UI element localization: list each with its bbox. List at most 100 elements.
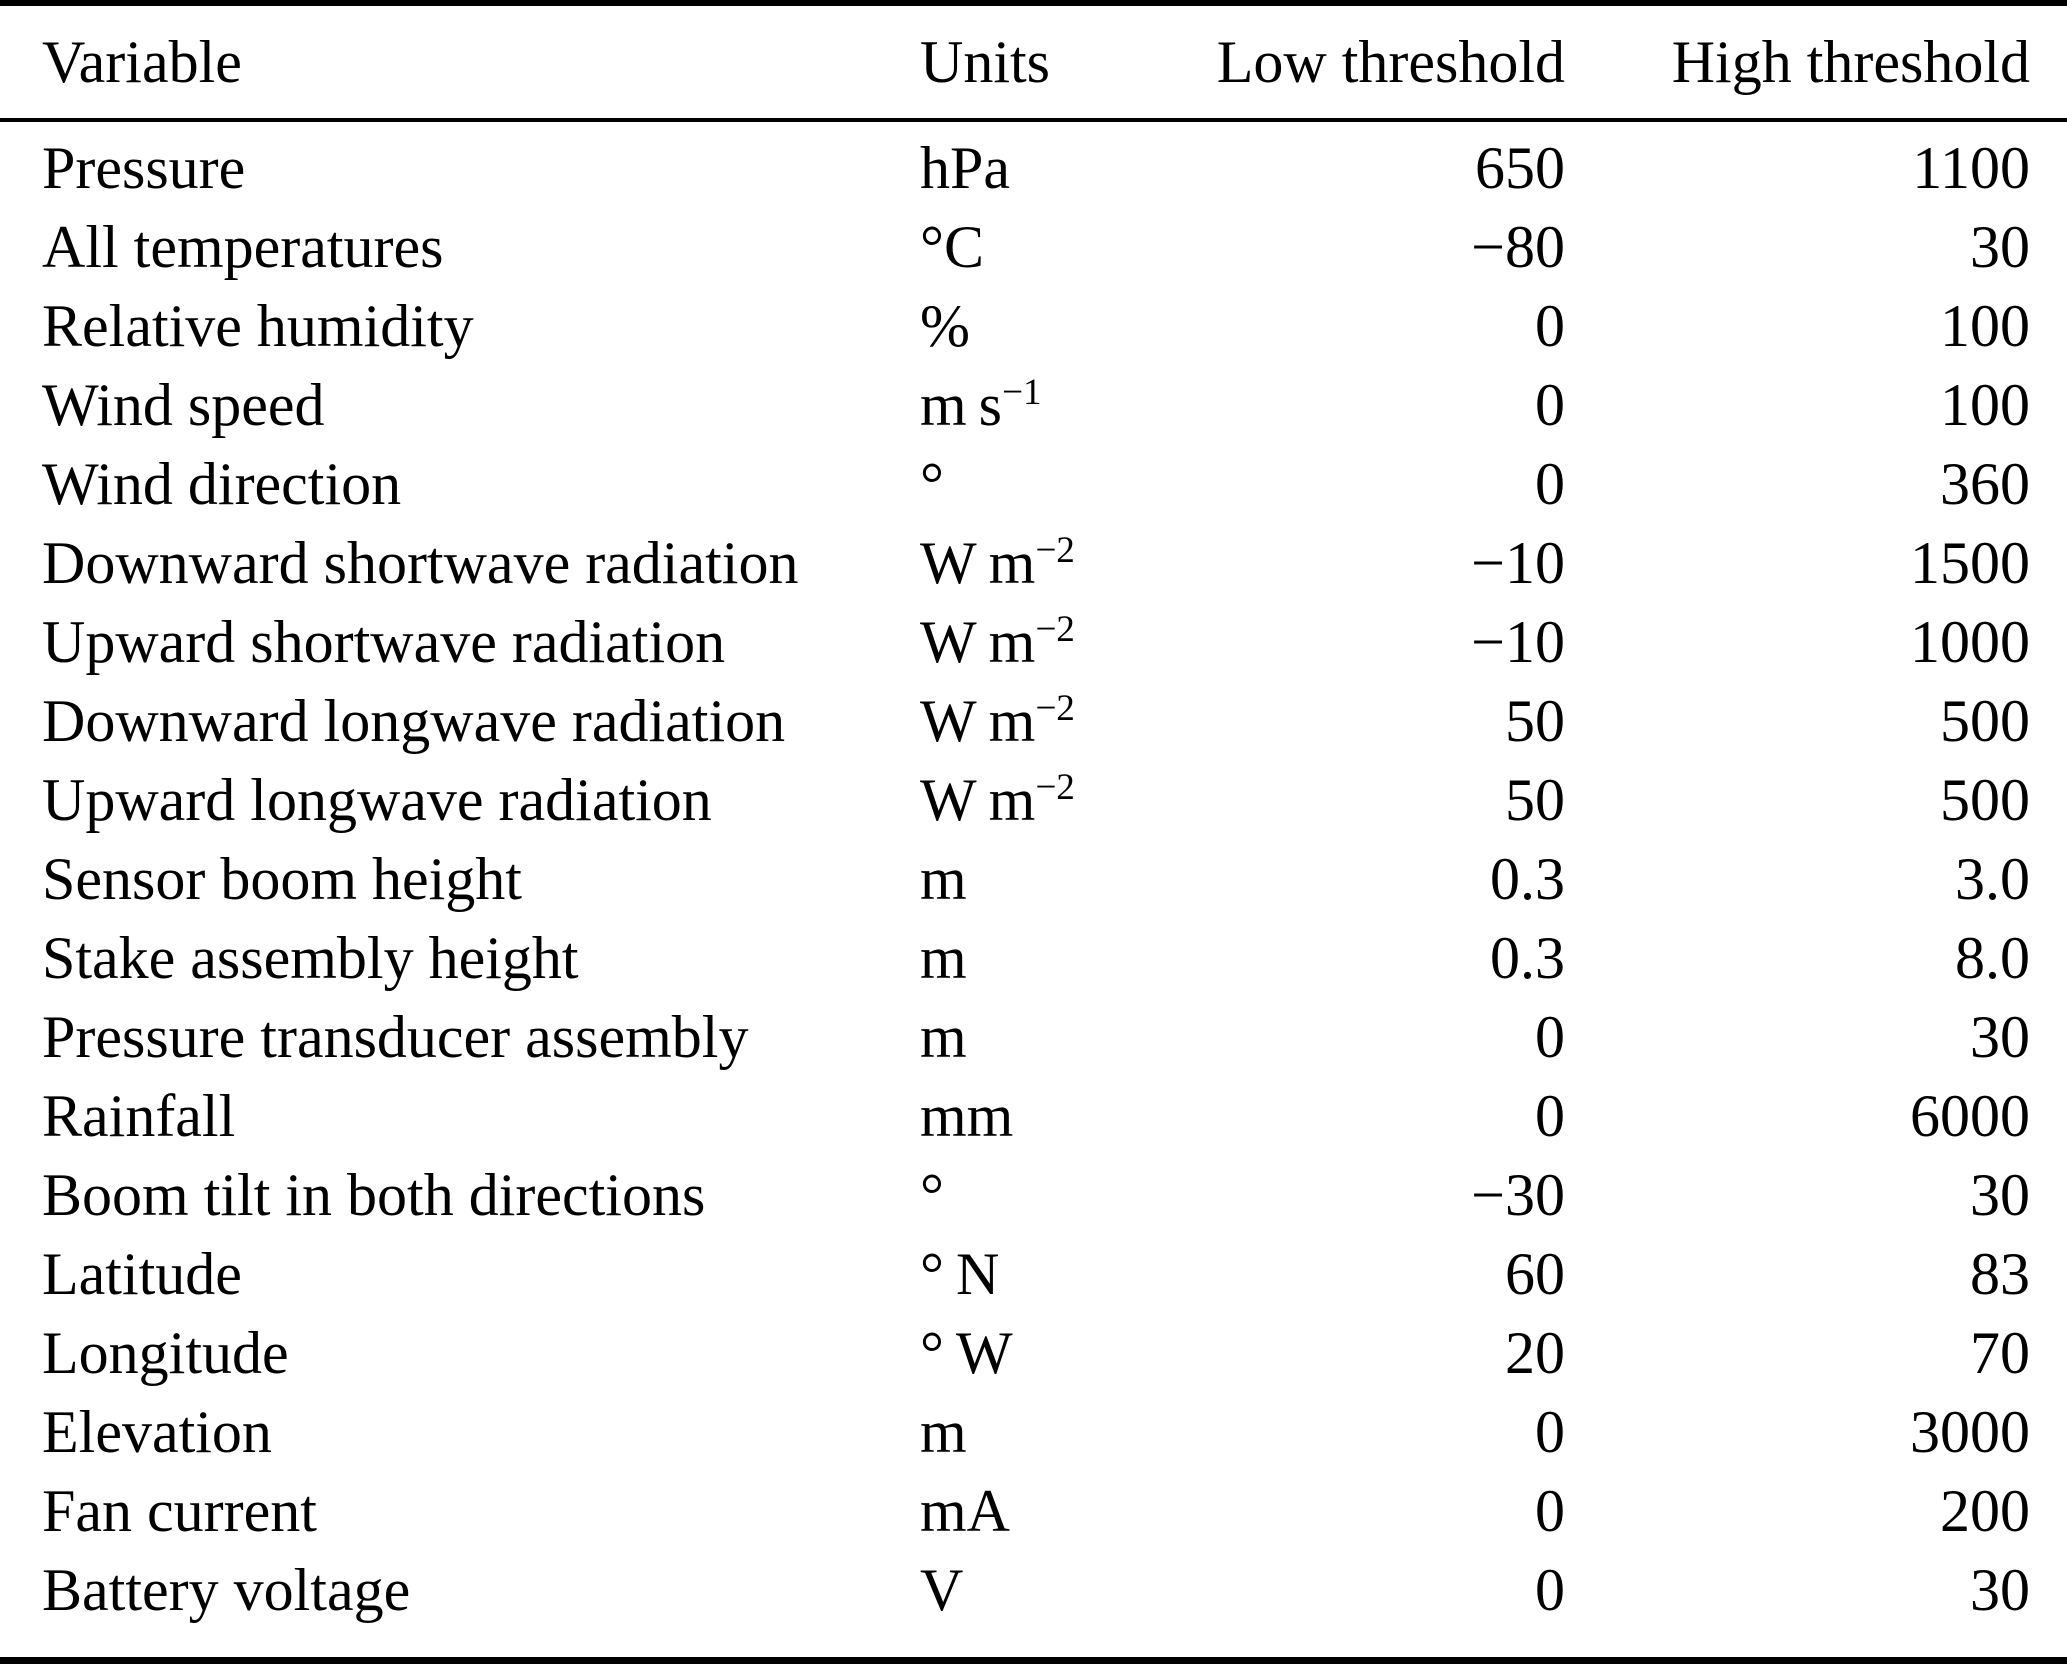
low-threshold-cell: 0: [1535, 292, 1565, 359]
unit-base: m: [920, 846, 967, 912]
unit-cell: %: [880, 286, 1165, 365]
unit-base: °C: [920, 214, 985, 280]
unit-base: °: [920, 451, 944, 517]
table-row: Fan current mA 0 200: [0, 1471, 2067, 1550]
table-row: Upward shortwave radiation W m−2 −10 1000: [0, 602, 2067, 681]
high-threshold-cell: 30: [1970, 1003, 2030, 1070]
unit-cell: °C: [880, 207, 1165, 286]
unit-cell: m: [880, 839, 1165, 918]
table-row: Pressure hPa 650 1100: [0, 120, 2067, 207]
low-threshold-cell: 0: [1535, 1556, 1565, 1623]
low-threshold-cell: −80: [1471, 213, 1565, 280]
variable-cell: Latitude: [42, 1240, 242, 1307]
unit-cell: W m−2: [880, 760, 1165, 839]
unit-base: V: [920, 1557, 964, 1623]
table-row: Latitude ° N 60 83: [0, 1234, 2067, 1313]
table-row: Longitude ° W 20 70: [0, 1313, 2067, 1392]
unit-exponent: −2: [1035, 688, 1075, 729]
high-threshold-cell: 83: [1970, 1240, 2030, 1307]
unit-exponent: −2: [1035, 609, 1075, 650]
unit-cell: W m−2: [880, 602, 1165, 681]
unit-base: m: [920, 1399, 967, 1465]
low-threshold-cell: 60: [1505, 1240, 1565, 1307]
low-threshold-cell: −10: [1471, 608, 1565, 675]
high-threshold-cell: 6000: [1910, 1082, 2030, 1149]
unit-base: hPa: [920, 135, 1010, 201]
variable-cell: Downward longwave radiation: [42, 687, 786, 754]
unit-cell: m: [880, 918, 1165, 997]
header-variable: Variable: [0, 6, 880, 122]
table-row: Relative humidity% 0 100: [0, 286, 2067, 365]
table-row: Sensor boom height m 0.3 3.0: [0, 839, 2067, 918]
table-row: Downward shortwave radiation W m−2 −10 1500: [0, 523, 2067, 602]
low-threshold-cell: 0.3: [1490, 845, 1565, 912]
unit-base: W m: [920, 688, 1036, 754]
unit-cell: ° N: [880, 1234, 1165, 1313]
table-row: All temperatures °C −80 30: [0, 207, 2067, 286]
low-threshold-cell: 0: [1535, 1398, 1565, 1465]
unit-cell: m: [880, 1392, 1165, 1471]
unit-base: W m: [920, 609, 1036, 675]
variable-cell: Upward longwave radiation: [42, 766, 712, 833]
header-high-threshold: High threshold: [1565, 6, 2067, 122]
table-row: Stake assembly height m 0.3 8.0: [0, 918, 2067, 997]
low-threshold-cell: 20: [1505, 1319, 1565, 1386]
variable-cell: Wind direction: [42, 450, 402, 517]
variable-cell: Pressure: [42, 134, 246, 201]
variable-cell: Fan current: [42, 1477, 317, 1544]
high-threshold-cell: 100: [1940, 371, 2030, 438]
header-units: Units: [880, 6, 1165, 122]
variable-cell: Stake assembly height: [42, 924, 579, 991]
table-row: Rainfall mm 0 6000: [0, 1076, 2067, 1155]
low-threshold-cell: 0: [1535, 371, 1565, 438]
table-row: Battery voltage V 0 30: [0, 1550, 2067, 1629]
variable-cell: Pressure transducer assembly: [42, 1003, 749, 1070]
low-threshold-cell: 50: [1505, 766, 1565, 833]
high-threshold-cell: 200: [1940, 1477, 2030, 1544]
unit-exponent: −2: [1035, 767, 1075, 808]
high-threshold-cell: 30: [1970, 213, 2030, 280]
high-threshold-cell: 360: [1940, 450, 2030, 517]
unit-base: ° N: [920, 1241, 1000, 1307]
variable-cell: Relative humidity: [42, 292, 474, 359]
low-threshold-cell: 0: [1535, 450, 1565, 517]
unit-base: m: [920, 925, 967, 991]
low-threshold-cell: 0: [1535, 1477, 1565, 1544]
unit-base: mA: [920, 1478, 1010, 1544]
unit-cell: m s−1: [880, 365, 1165, 444]
unit-base: %: [920, 293, 970, 359]
variable-cell: Upward shortwave radiation: [42, 608, 726, 675]
low-threshold-cell: 0: [1535, 1082, 1565, 1149]
low-threshold-cell: 0.3: [1490, 924, 1565, 991]
unit-cell: ° W: [880, 1313, 1165, 1392]
unit-cell: °: [880, 444, 1165, 523]
unit-base: ° W: [920, 1320, 1013, 1386]
unit-base: W m: [920, 530, 1036, 596]
low-threshold-cell: 0: [1535, 1003, 1565, 1070]
high-threshold-cell: 3000: [1910, 1398, 2030, 1465]
unit-cell: W m−2: [880, 681, 1165, 760]
high-threshold-cell: 500: [1940, 766, 2030, 833]
header-row: Variable Units Low threshold High thresh…: [0, 6, 2067, 122]
variable-cell: Boom tilt in both directions: [42, 1161, 706, 1228]
unit-cell: °: [880, 1155, 1165, 1234]
low-threshold-cell: 50: [1505, 687, 1565, 754]
thresholds-table: Variable Units Low threshold High thresh…: [0, 6, 2067, 1629]
unit-base: m s: [920, 372, 1003, 438]
low-threshold-cell: −10: [1471, 529, 1565, 596]
high-threshold-cell: 70: [1970, 1319, 2030, 1386]
unit-cell: W m−2: [880, 523, 1165, 602]
high-threshold-cell: 8.0: [1955, 924, 2030, 991]
variable-cell: Elevation: [42, 1398, 272, 1465]
low-threshold-cell: −30: [1471, 1161, 1565, 1228]
high-threshold-cell: 1500: [1910, 529, 2030, 596]
table-row: Wind speed m s−1 0 100: [0, 365, 2067, 444]
table-row: Boom tilt in both directions ° −30 30: [0, 1155, 2067, 1234]
table-row: Elevation m 0 3000: [0, 1392, 2067, 1471]
unit-cell: V: [880, 1550, 1165, 1629]
variable-cell: Sensor boom height: [42, 845, 522, 912]
unit-cell: hPa: [880, 120, 1165, 207]
table-row: Wind direction ° 0 360: [0, 444, 2067, 523]
unit-base: m: [920, 1004, 967, 1070]
